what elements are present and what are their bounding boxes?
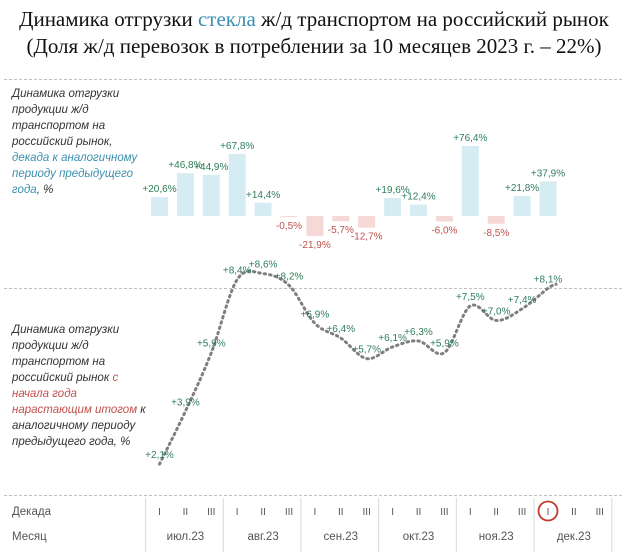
decade-tick-3: III (207, 507, 215, 518)
decade-tick-16: I (547, 507, 550, 518)
bar-2 (176, 173, 194, 216)
bar-7 (306, 216, 324, 237)
bar-6 (280, 216, 298, 218)
decade-tick-8: II (338, 507, 344, 518)
decade-tick-15: III (518, 507, 526, 518)
line-chart-description: Динамика отгрузки продукции ж/д транспор… (12, 322, 152, 450)
bar-label-8: -5,7% (328, 225, 354, 236)
bar-label-14: -8,5% (483, 228, 509, 239)
decade-tick-4: I (236, 507, 239, 518)
bar-8 (332, 216, 350, 222)
bar-13 (461, 146, 479, 216)
bar-label-9: -12,7% (351, 232, 383, 243)
bar-label-1: +20,6% (142, 184, 176, 195)
desc2-part3: к аналогичному периоду предыдущего года,… (12, 404, 146, 448)
decade-tick-9: III (363, 507, 371, 518)
bar-11 (410, 204, 427, 216)
bar-label-2: +46,8% (168, 160, 202, 171)
bar-label-11: +12,4% (401, 192, 435, 203)
month-axis-label: Месяц (12, 531, 47, 543)
line-label-13: +7,5% (456, 292, 485, 303)
decade-tick-10: I (391, 507, 394, 518)
bar-16 (539, 181, 557, 216)
decade-tick-12: III (440, 507, 448, 518)
bar-label-15: +21,8% (505, 183, 539, 194)
decade-tick-18: III (596, 507, 604, 518)
decade-axis-label: Декада (12, 506, 52, 518)
line-label-5: +8,6% (249, 260, 278, 271)
line-label-10: +6,1% (378, 333, 407, 344)
line-label-12: +5,9% (430, 339, 459, 350)
bar-label-3: +44,9% (194, 162, 228, 173)
bar-3 (202, 174, 220, 216)
line-label-8: +6,4% (326, 324, 355, 335)
bar-5 (254, 202, 272, 216)
decade-tick-1: I (158, 507, 161, 518)
decade-tick-11: II (416, 507, 422, 518)
title-part-2: ж/д транспортом на российский рынок (255, 7, 609, 31)
month-label-1: июл.23 (167, 531, 205, 543)
bar-9 (358, 216, 376, 228)
month-label-5: ноя.23 (479, 531, 514, 543)
bar-label-6: -0,5% (276, 221, 302, 232)
line-chart: +2,1% +3,9% +5,9% +8,4%+8,6%+8,2% +6,9% +6,4%… (145, 260, 563, 466)
bar-chart: +20,6% +46,8%+44,9% +67,8% +14,4% -0,5% -21,9… (142, 133, 565, 251)
desc1-part3: , % (36, 184, 54, 196)
line-label-15: +7,4% (508, 295, 537, 306)
bar-label-13: +76,4% (453, 133, 487, 144)
desc1-part2: декада к аналогичному периоду предыдущег… (12, 152, 138, 196)
bar-label-12: -6,0% (431, 226, 457, 237)
chart-title: Динамика отгрузки стекла ж/д транспортом… (0, 6, 628, 32)
month-label-3: сен.23 (324, 531, 358, 543)
desc1-part1: Динамика отгрузки продукции ж/д транспор… (12, 88, 120, 148)
bar-10 (384, 198, 402, 216)
decade-tick-5: II (260, 507, 266, 518)
decade-tick-17: II (571, 507, 577, 518)
line-label-9: +5,7% (352, 345, 381, 356)
line-label-1: +2,1% (145, 450, 174, 461)
line-label-16: +8,1% (534, 274, 563, 285)
current-decade-highlight (537, 500, 559, 522)
line-label-3: +5,9% (197, 339, 226, 350)
decade-tick-14: II (493, 507, 499, 518)
bar-chart-description: Динамика отгрузки продукции ж/д транспор… (12, 86, 152, 198)
decade-tick-7: I (314, 507, 317, 518)
title-accent: стекла (197, 7, 256, 31)
line-label-11: +6,3% (404, 327, 433, 338)
decade-tick-6: III (285, 507, 293, 518)
bar-4 (228, 153, 246, 216)
month-label-4: окт.23 (403, 531, 435, 543)
separator-middle (4, 288, 622, 289)
line-series (158, 269, 558, 466)
chart-subtitle: (Доля ж/д перевозок в потреблении за 10 … (26, 34, 602, 58)
line-label-4: +8,4% (223, 266, 252, 277)
line-label-2: +3,9% (171, 397, 200, 408)
decade-tick-2: II (183, 507, 189, 518)
line-label-14: +7,0% (482, 307, 511, 318)
bar-15 (513, 196, 531, 216)
bar-label-16: +37,9% (531, 168, 565, 179)
bar-14 (487, 216, 505, 224)
bar-1 (151, 197, 168, 216)
separator-bottom (4, 495, 622, 496)
desc2-part2: с начала года нарастающим итогом (12, 372, 138, 416)
title-part-1: Динамика отгрузки (19, 7, 198, 31)
line-label-6: +8,2% (275, 271, 304, 282)
line-label-7: +6,9% (301, 309, 330, 320)
month-label-6: дек.23 (557, 531, 591, 543)
bar-label-4: +67,8% (220, 141, 254, 152)
month-label-2: авг.23 (247, 531, 278, 543)
bar-label-5: +14,4% (246, 190, 280, 201)
bar-label-7: -21,9% (299, 240, 331, 251)
separator-top (4, 79, 622, 80)
bar-12 (435, 216, 453, 222)
time-axis: Декада Месяц I II III I II III I II III I II III I II… (12, 498, 613, 552)
decade-tick-13: I (469, 507, 472, 518)
desc2-part1: Динамика отгрузки продукции ж/д транспор… (12, 324, 120, 384)
bar-label-10: +19,6% (375, 185, 409, 196)
